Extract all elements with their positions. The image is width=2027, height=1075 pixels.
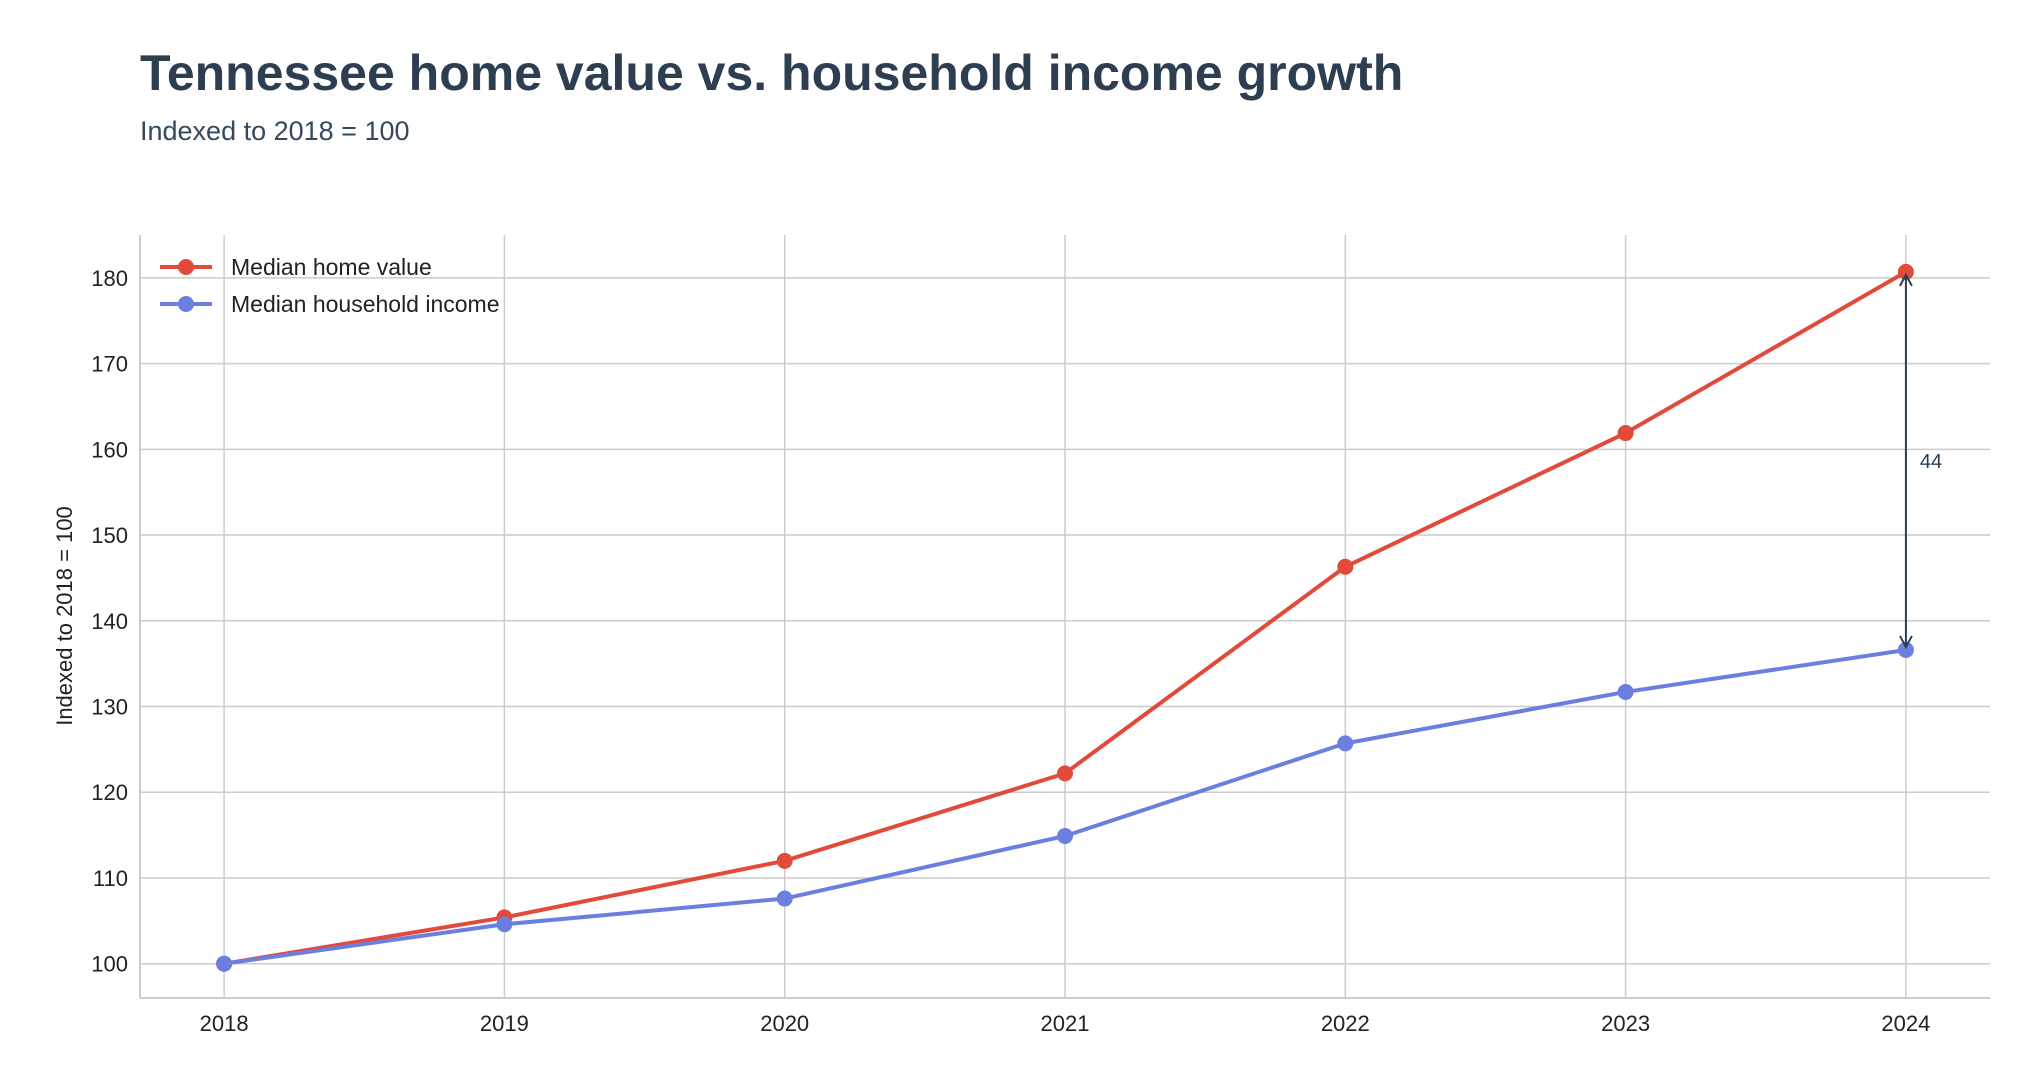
annotation-layer: 44	[1899, 272, 1942, 650]
data-point	[1337, 558, 1354, 575]
gap-annotation-label: 44	[1920, 451, 1942, 473]
series-layer	[216, 263, 1914, 972]
y-tick-label: 160	[91, 437, 128, 462]
y-tick-label: 110	[93, 866, 128, 891]
data-point	[496, 916, 513, 933]
legend-item: Median home value	[160, 254, 432, 280]
data-point	[1897, 641, 1914, 658]
axes	[139, 235, 1990, 999]
legend-marker	[178, 259, 194, 275]
data-point	[776, 890, 793, 907]
legend: Median home value Median household income	[160, 254, 500, 317]
data-point	[216, 955, 233, 972]
legend-marker	[178, 296, 194, 312]
data-point	[1617, 683, 1634, 700]
data-point	[776, 852, 793, 869]
x-tick-label: 2022	[1321, 1011, 1370, 1036]
x-tick-label: 2023	[1601, 1011, 1650, 1036]
arrow-head-top	[1899, 272, 1913, 287]
y-tick-label: 120	[91, 780, 128, 805]
tick-labels: 2018 2019 2020 2021 2022 2023 2024 100 110 120 130…	[91, 266, 1930, 1036]
legend-label: Median home value	[231, 254, 432, 280]
x-tick-label: 2021	[1041, 1011, 1090, 1036]
y-tick-label: 150	[91, 523, 128, 548]
series-household-income	[216, 641, 1914, 972]
data-point	[1897, 263, 1914, 280]
arrow-head-bottom	[1899, 635, 1913, 650]
x-tick-label: 2019	[480, 1011, 529, 1036]
data-point	[1617, 425, 1634, 442]
x-tick-label: 2020	[760, 1011, 809, 1036]
y-tick-label: 170	[91, 352, 128, 377]
chart-subtitle: Indexed to 2018 = 100	[140, 116, 410, 146]
chart-title: Tennessee home value vs. household incom…	[140, 45, 1404, 101]
grid-lines	[140, 235, 1990, 998]
y-tick-label: 140	[91, 609, 128, 634]
x-tick-label: 2024	[1881, 1011, 1930, 1036]
y-axis-label: Indexed to 2018 = 100	[52, 506, 77, 726]
y-tick-label: 100	[91, 952, 128, 977]
data-point	[1337, 735, 1354, 752]
y-tick-label: 130	[91, 695, 128, 720]
data-point	[1057, 827, 1073, 844]
legend-item: Median household income	[160, 291, 500, 317]
legend-label: Median household income	[231, 291, 500, 317]
data-point	[1057, 765, 1073, 782]
x-tick-label: 2018	[200, 1011, 249, 1036]
y-tick-label: 180	[91, 266, 128, 291]
